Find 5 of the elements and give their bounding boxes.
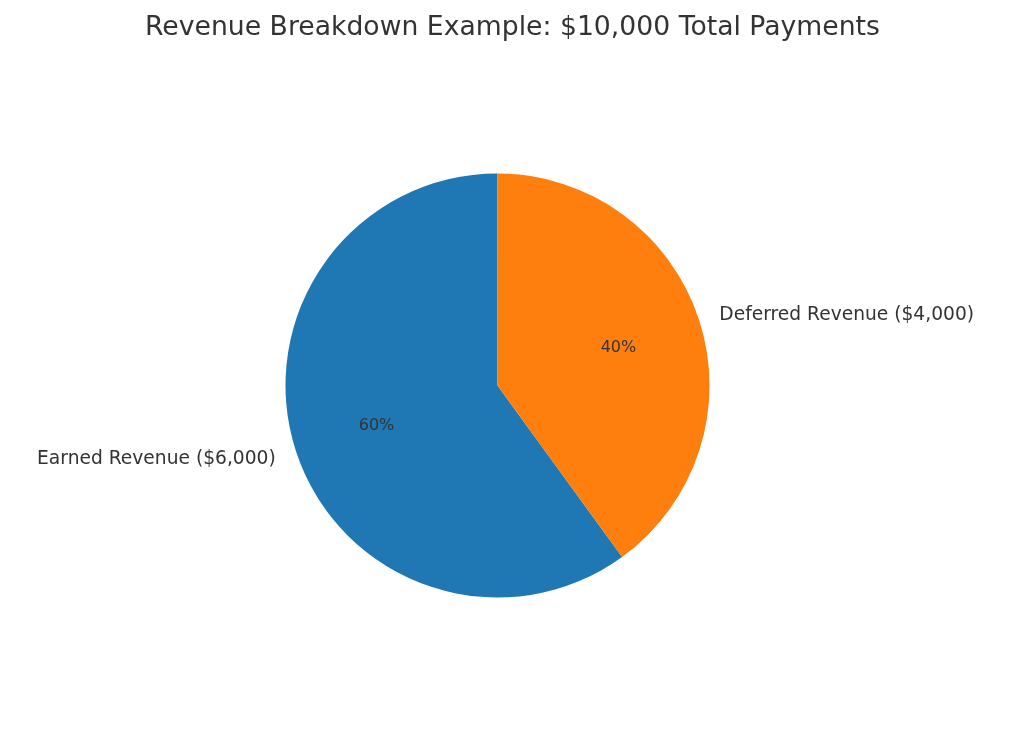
data-label: 40% xyxy=(600,336,637,356)
slice-label: Earned Revenue ($6,000) xyxy=(37,447,276,469)
chart-title: Revenue Breakdown Example: $10,000 Total Payments xyxy=(145,10,880,41)
data-label: 60% xyxy=(358,415,395,435)
slice-label: Deferred Revenue ($4,000) xyxy=(719,302,975,324)
